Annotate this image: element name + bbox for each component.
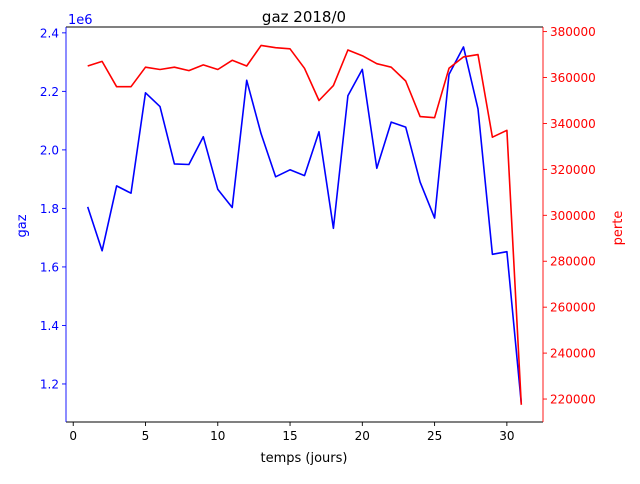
x-tick-label: 30 <box>499 429 514 443</box>
right-tick-label: 220000 <box>550 393 596 407</box>
left-tick-label: 1.6 <box>40 260 59 274</box>
left-tick-label: 2.2 <box>40 85 59 99</box>
right-tick-label: 280000 <box>550 255 596 269</box>
left-axis-offset-text: 1e6 <box>68 13 93 28</box>
x-axis-label: temps (jours) <box>261 451 348 466</box>
left-series-line <box>86 46 523 404</box>
left-tick-label: 2.4 <box>40 26 59 40</box>
x-tick-label: 5 <box>142 429 150 443</box>
right-tick-label: 340000 <box>550 117 596 131</box>
x-tick-label: 20 <box>355 429 370 443</box>
chart-title: gaz 2018/0 <box>262 8 346 26</box>
left-tick-label: 1.8 <box>40 202 59 216</box>
x-tick-label: 15 <box>282 429 297 443</box>
right-tick-label: 320000 <box>550 163 596 177</box>
left-tick-label: 1.4 <box>40 319 59 333</box>
plot-layer: 0 5 10 15 20 25 30 1.2 1.4 1.6 1.8 2.0 2.2 2.4 220000 2… <box>40 25 596 443</box>
right-tick-label: 240000 <box>550 347 596 361</box>
right-tick-label: 380000 <box>550 25 596 39</box>
left-tick-label: 2.0 <box>40 143 59 157</box>
x-tick-label: 0 <box>69 429 77 443</box>
x-tick-label: 10 <box>210 429 225 443</box>
right-tick-label: 260000 <box>550 301 596 315</box>
left-axis-label: gaz <box>15 214 30 237</box>
x-tick-label: 25 <box>427 429 442 443</box>
right-series-line <box>87 44 523 405</box>
right-tick-label: 300000 <box>550 209 596 223</box>
right-tick-label: 360000 <box>550 71 596 85</box>
right-axis-label: perte <box>611 211 626 246</box>
left-tick-label: 1.2 <box>40 377 59 391</box>
